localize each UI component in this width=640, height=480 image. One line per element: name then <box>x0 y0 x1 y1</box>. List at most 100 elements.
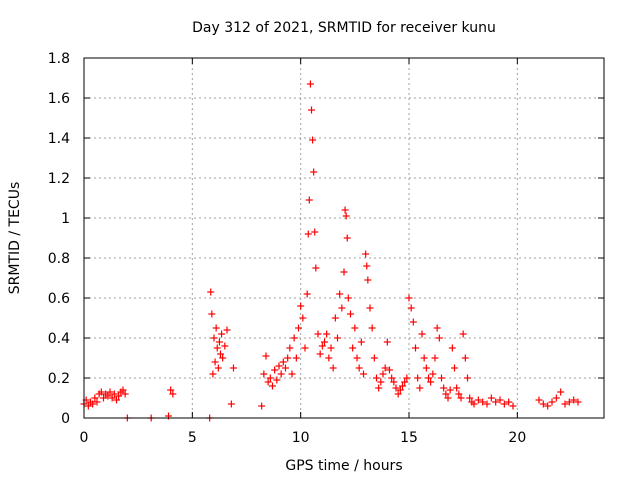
data-point <box>422 364 430 372</box>
data-point <box>271 366 279 374</box>
data-point <box>448 344 456 352</box>
plot-frame <box>83 57 605 419</box>
data-point <box>284 354 292 362</box>
data-point <box>318 342 326 350</box>
data-point <box>121 390 129 398</box>
data-point <box>214 364 222 372</box>
data-point <box>321 338 328 346</box>
data-point <box>505 398 513 406</box>
data-point <box>344 294 352 302</box>
data-point <box>451 364 458 372</box>
x-tick-label: 20 <box>508 430 526 446</box>
x-tick-label: 15 <box>400 430 418 446</box>
data-point <box>461 354 469 362</box>
x-tick-label: 10 <box>292 430 310 446</box>
data-point <box>266 374 274 382</box>
data-point <box>548 398 556 406</box>
data-point <box>264 378 272 386</box>
data-point <box>412 344 419 352</box>
data-point <box>297 302 305 310</box>
data-point <box>429 370 437 378</box>
data-point <box>93 398 101 406</box>
data-point <box>227 400 235 408</box>
data-point <box>100 394 107 402</box>
data-point <box>418 330 426 338</box>
chart-title: Day 312 of 2021, SRMTID for receiver kun… <box>192 20 496 36</box>
data-point <box>379 370 387 378</box>
data-point <box>221 342 229 350</box>
data-point <box>230 364 237 372</box>
data-point <box>209 370 217 378</box>
y-tick-label: 1 <box>61 211 70 227</box>
data-point <box>377 378 385 386</box>
data-point <box>386 366 393 374</box>
data-point <box>399 382 406 390</box>
y-tick-label: 0.4 <box>48 331 70 347</box>
data-point <box>303 290 311 298</box>
y-axis-label: SRMTID / TECUs <box>7 182 23 295</box>
data-point <box>306 80 314 88</box>
data-point <box>279 358 287 366</box>
data-point <box>427 378 435 386</box>
data-point <box>343 234 351 242</box>
data-point <box>453 384 461 392</box>
data-point <box>288 370 296 378</box>
x-tick-labels: 0 5 10 15 20 <box>80 430 527 446</box>
data-point <box>269 382 276 390</box>
data-point <box>483 400 491 408</box>
data-point <box>373 374 380 382</box>
data-point <box>535 396 543 404</box>
data-point <box>325 354 333 362</box>
data-point <box>466 394 474 402</box>
data-point <box>327 344 335 352</box>
data-points <box>80 80 582 422</box>
data-point <box>169 390 177 398</box>
data-point <box>329 364 337 372</box>
data-point <box>312 264 320 272</box>
data-point <box>295 324 302 332</box>
data-point <box>396 386 404 394</box>
data-point <box>336 290 344 298</box>
data-point <box>381 364 389 372</box>
data-point <box>442 390 450 398</box>
data-point <box>304 230 312 238</box>
data-point <box>342 212 350 220</box>
data-point <box>308 106 315 114</box>
data-point <box>363 262 371 270</box>
data-point <box>286 344 294 352</box>
data-point <box>509 402 517 410</box>
data-point <box>119 386 127 394</box>
data-point <box>455 390 463 398</box>
data-point <box>364 276 372 284</box>
data-point <box>338 304 346 312</box>
data-point <box>309 136 317 144</box>
data-point <box>464 374 471 382</box>
data-point <box>401 378 409 386</box>
data-point <box>219 354 227 362</box>
data-point <box>366 304 374 312</box>
y-tick-label: 0.8 <box>48 251 70 267</box>
data-point <box>425 374 432 382</box>
data-point <box>383 338 391 346</box>
data-point <box>347 310 354 318</box>
data-point <box>355 364 363 372</box>
data-point <box>104 392 112 400</box>
data-point <box>167 386 175 394</box>
data-point <box>474 396 482 404</box>
data-point <box>290 334 298 342</box>
data-point <box>273 376 281 384</box>
data-point <box>390 378 398 386</box>
data-point <box>440 384 448 392</box>
data-point <box>301 344 309 352</box>
y-tick-label: 1.8 <box>48 51 70 67</box>
data-point <box>340 268 348 276</box>
data-point <box>334 334 341 342</box>
data-point <box>487 394 495 402</box>
data-point <box>357 338 365 346</box>
data-point <box>108 394 116 402</box>
data-point <box>544 402 552 410</box>
data-point <box>375 384 383 392</box>
data-point <box>457 394 465 402</box>
data-point <box>394 390 402 398</box>
